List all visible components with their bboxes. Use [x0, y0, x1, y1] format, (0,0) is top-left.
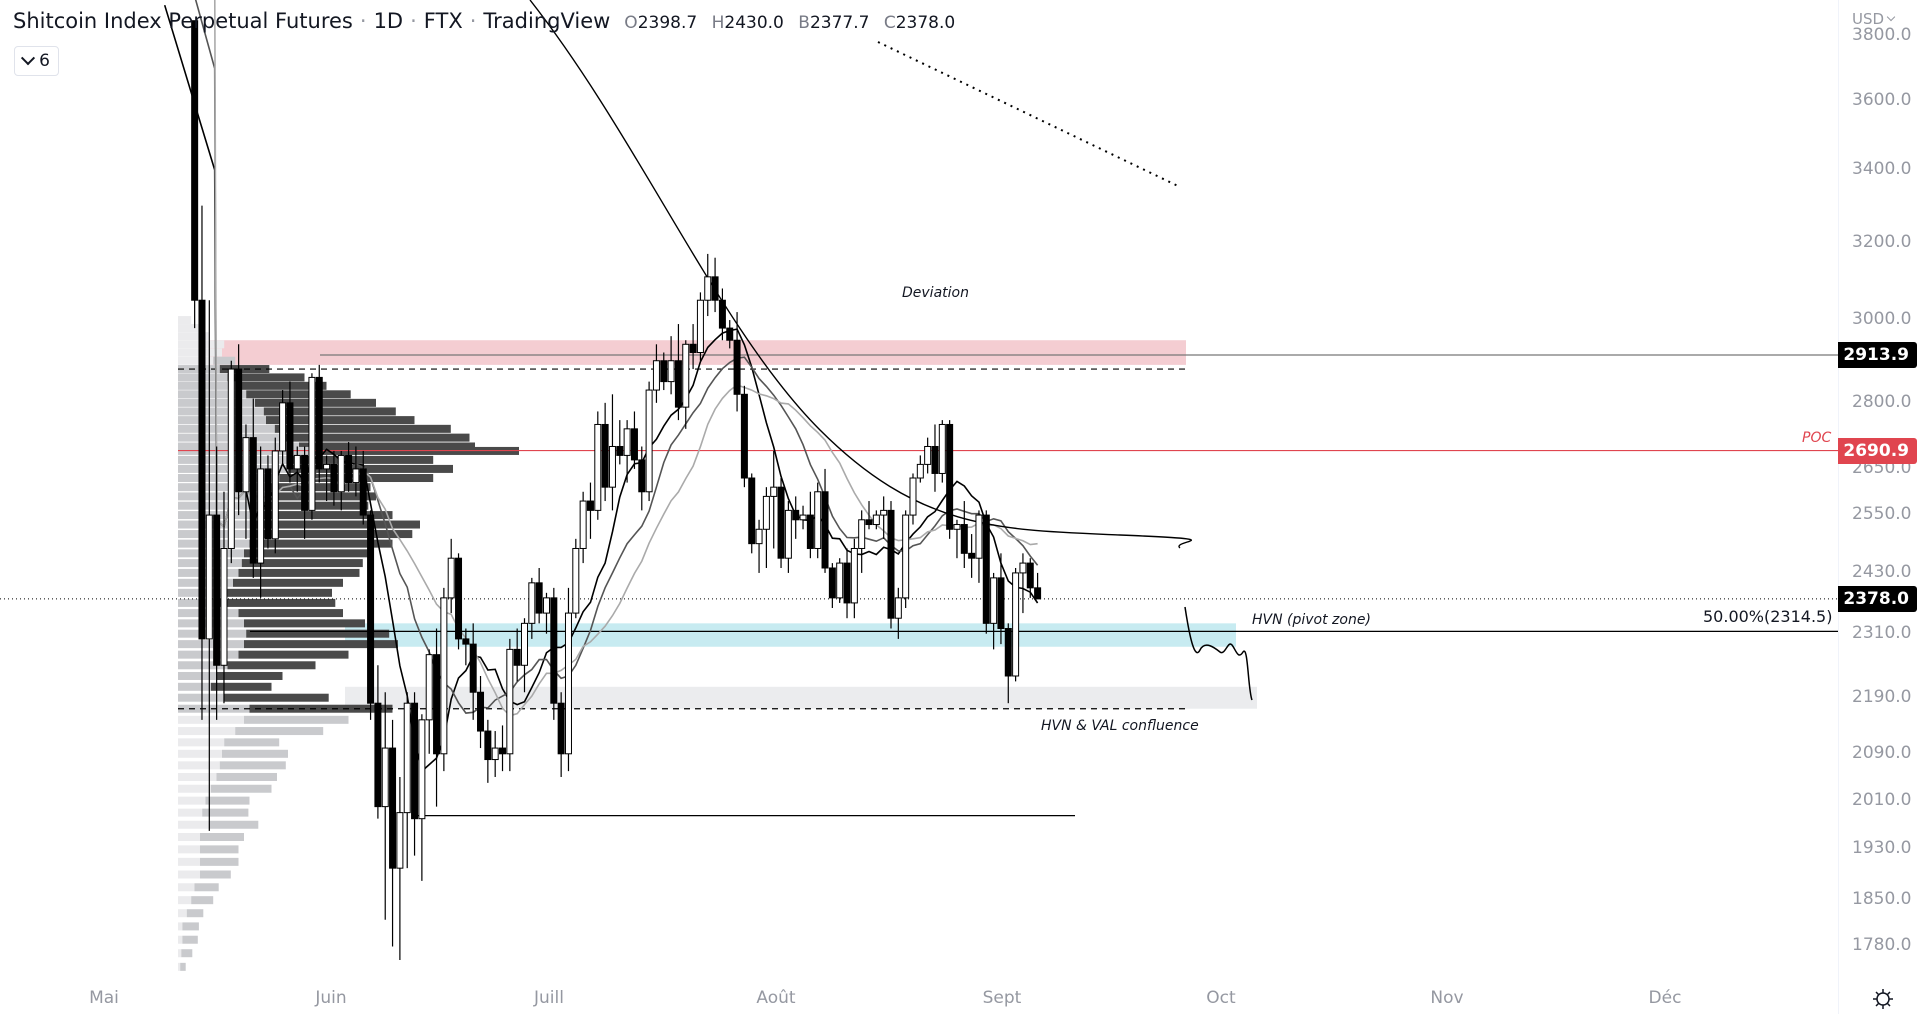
- price-axis-label: 1930.0: [1852, 838, 1912, 859]
- price-chart-canvas[interactable]: [0, 0, 1838, 975]
- price-axis-label: 3800.0: [1852, 25, 1912, 46]
- price-tag: 2690.9: [1838, 437, 1917, 464]
- hvn-val-label[interactable]: HVN & VAL confluence: [1041, 718, 1199, 734]
- price-axis-label: 1780.0: [1852, 935, 1912, 956]
- low-key: B: [798, 13, 810, 33]
- close-value: 2378.0: [895, 13, 956, 33]
- separator-dot: ·: [410, 9, 417, 33]
- exchange-label: FTX: [423, 9, 463, 33]
- price-axis-label: 2190.0: [1852, 686, 1912, 707]
- price-axis-label: 2090.0: [1852, 742, 1912, 763]
- separator-dot: ·: [469, 9, 477, 33]
- poc-label[interactable]: POC: [1802, 430, 1832, 446]
- drawings: [877, 41, 1253, 701]
- price-axis[interactable]: [1838, 0, 1918, 1014]
- price-axis-label: 2310.0: [1852, 622, 1912, 643]
- ohlc-values: O2398.7 H2430.0 B2377.7 C2378.0: [624, 13, 964, 33]
- price-axis-label: 2010.0: [1852, 789, 1912, 810]
- high-key: H: [711, 13, 725, 33]
- currency-label: USD: [1852, 10, 1885, 28]
- price-axis-label: 2800.0: [1852, 391, 1912, 412]
- chart-legend: Shitcoin Index Perpetual Futures · 1D · …: [13, 9, 964, 33]
- time-axis-label: Mai: [89, 988, 119, 1008]
- price-axis-label: 3200.0: [1852, 231, 1912, 252]
- time-axis-label: Sept: [982, 988, 1022, 1008]
- source-label: TradingView: [483, 9, 611, 33]
- chevron-down-icon: [21, 51, 36, 66]
- candlesticks: [191, 20, 1042, 961]
- time-axis-label: Nov: [1430, 988, 1464, 1008]
- price-axis-label: 2430.0: [1852, 561, 1912, 582]
- gear-icon[interactable]: [1872, 988, 1894, 1010]
- currency-selector[interactable]: USD: [1852, 10, 1896, 28]
- deviation-label[interactable]: Deviation: [902, 285, 969, 301]
- time-axis-label: Juin: [315, 988, 347, 1008]
- price-axis-label: 3600.0: [1852, 90, 1912, 111]
- indicators-count: 6: [39, 51, 50, 71]
- price-axis-label: 2550.0: [1852, 504, 1912, 525]
- low-value: 2377.7: [809, 13, 870, 33]
- chevron-down-icon: [1886, 12, 1896, 22]
- price-axis-label: 1850.0: [1852, 889, 1912, 910]
- indicators-collapse-button[interactable]: 6: [14, 46, 59, 76]
- open-key: O: [624, 13, 638, 33]
- fib-50-label[interactable]: 50.00%(2314.5): [1703, 607, 1833, 626]
- time-axis-label: Déc: [1648, 988, 1682, 1008]
- price-tag: 2378.0: [1838, 585, 1917, 612]
- interval-label[interactable]: 1D: [373, 9, 404, 33]
- time-axis-label: Août: [756, 988, 796, 1008]
- high-value: 2430.0: [724, 13, 784, 33]
- price-axis-label: 3400.0: [1852, 158, 1912, 179]
- hvn-pivot-label[interactable]: HVN (pivot zone): [1252, 612, 1371, 628]
- horizontal-levels: [0, 354, 1838, 817]
- time-axis-label: Oct: [1206, 988, 1236, 1008]
- time-axis-label: Juill: [534, 988, 564, 1008]
- open-value: 2398.7: [637, 13, 698, 33]
- separator-dot: ·: [359, 9, 367, 33]
- price-tag: 2913.9: [1838, 342, 1917, 368]
- symbol-title[interactable]: Shitcoin Index Perpetual Futures: [13, 9, 353, 33]
- close-key: C: [883, 13, 896, 33]
- price-axis-label: 3000.0: [1852, 309, 1912, 330]
